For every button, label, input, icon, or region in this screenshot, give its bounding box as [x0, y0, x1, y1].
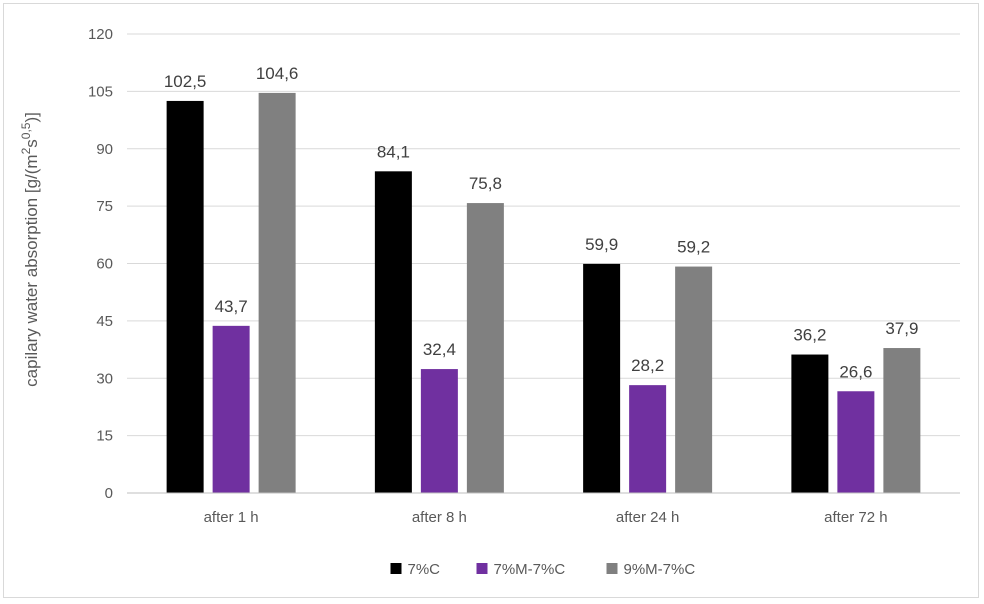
y-tick-label: 30: [96, 370, 113, 387]
data-label: 43,7: [215, 297, 248, 316]
data-label: 59,2: [677, 238, 710, 257]
data-label: 37,9: [885, 319, 918, 338]
y-axis-ticks: 0 15 30 45 60 75 90 105 120: [88, 26, 113, 502]
bar: [583, 263, 621, 493]
bar: [791, 354, 829, 493]
bar: [258, 92, 296, 493]
data-label: 36,2: [793, 326, 826, 345]
y-axis-label: capilary water absorption [g/(m2s0,5)]: [19, 112, 41, 387]
legend-swatch: [390, 563, 402, 574]
y-tick-label: 45: [96, 313, 113, 330]
legend-label: 7%M-7%C: [494, 561, 566, 578]
data-labels: 102,5 43,7 104,6 84,1 32,4 75,8 59,9 28,2 59,2 36…: [164, 64, 919, 381]
bar: [466, 203, 504, 493]
bar: [629, 385, 667, 493]
x-category-label: after 8 h: [412, 509, 467, 526]
bar: [837, 391, 875, 493]
legend-label: 7%C: [408, 561, 441, 578]
y-tick-label: 75: [96, 198, 113, 215]
bar: [883, 348, 921, 493]
y-tick-label: 15: [96, 428, 113, 445]
data-label: 26,6: [839, 362, 872, 381]
data-label: 32,4: [423, 340, 456, 359]
bar: [675, 266, 713, 493]
x-axis-categories: after 1 h after 8 h after 24 h after 72 h: [204, 509, 888, 526]
gridlines: [127, 33, 960, 437]
legend-swatch: [476, 563, 488, 574]
bar: [420, 369, 458, 493]
bar: [166, 100, 204, 493]
bar: [374, 171, 412, 493]
y-tick-label: 0: [105, 485, 113, 502]
bar: [212, 325, 250, 493]
data-label: 59,9: [585, 235, 618, 254]
x-category-label: after 24 h: [616, 509, 679, 526]
data-label: 104,6: [256, 64, 299, 83]
y-tick-label: 60: [96, 256, 113, 273]
legend: 7%C 7%M-7%C 9%M-7%C: [390, 561, 696, 578]
data-label: 75,8: [469, 174, 502, 193]
y-tick-label: 105: [88, 83, 113, 100]
bars: [166, 92, 921, 493]
data-label: 28,2: [631, 356, 664, 375]
data-label: 84,1: [377, 142, 410, 161]
legend-label: 9%M-7%C: [624, 561, 696, 578]
x-category-label: after 72 h: [824, 509, 887, 526]
bar-chart: 0 15 30 45 60 75 90 105 120 102,5 43,7 104,6 84,1 32…: [19, 26, 960, 578]
x-category-label: after 1 h: [204, 509, 259, 526]
y-tick-label: 120: [88, 26, 113, 43]
legend-swatch: [606, 563, 618, 574]
data-label: 102,5: [164, 72, 207, 91]
y-tick-label: 90: [96, 141, 113, 158]
chart-frame: 0 15 30 45 60 75 90 105 120 102,5 43,7 104,6 84,1 32…: [3, 3, 979, 598]
